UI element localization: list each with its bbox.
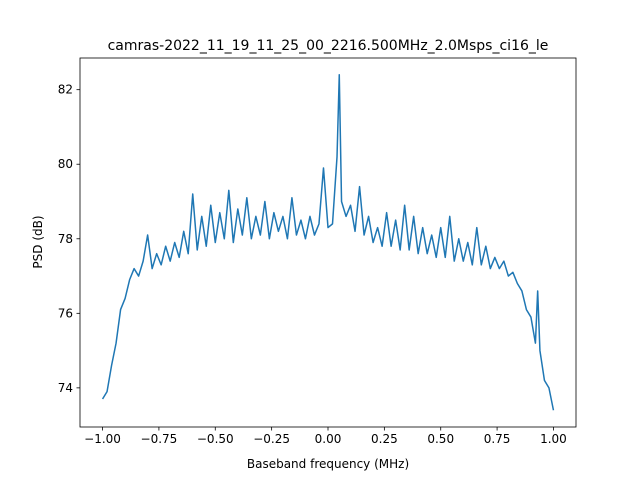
chart-title: camras-2022_11_19_11_25_00_2216.500MHz_2… (108, 38, 549, 54)
x-tick-label: 0.50 (427, 432, 454, 446)
x-axis-label: Baseband frequency (MHz) (247, 457, 409, 471)
y-axis-label: PSD (dB) (31, 215, 45, 268)
x-tick-label: 0.00 (315, 432, 342, 446)
x-tick-label: 0.25 (371, 432, 398, 446)
series-line (101, 74, 555, 411)
x-tick-label: 1.00 (540, 432, 567, 446)
x-tick-label: 0.75 (484, 432, 511, 446)
x-tick-label: −0.75 (141, 432, 178, 446)
x-tick-label: −1.00 (84, 432, 121, 446)
x-tick-label: −0.25 (253, 432, 290, 446)
x-tick-label: −0.50 (197, 432, 234, 446)
y-tick-label: 82 (58, 83, 73, 97)
y-tick-label: 76 (58, 306, 73, 320)
y-tick-label: 80 (58, 157, 73, 171)
y-tick-label: 78 (58, 232, 73, 246)
axes-frame (79, 57, 577, 428)
y-tick-label: 74 (58, 381, 73, 395)
